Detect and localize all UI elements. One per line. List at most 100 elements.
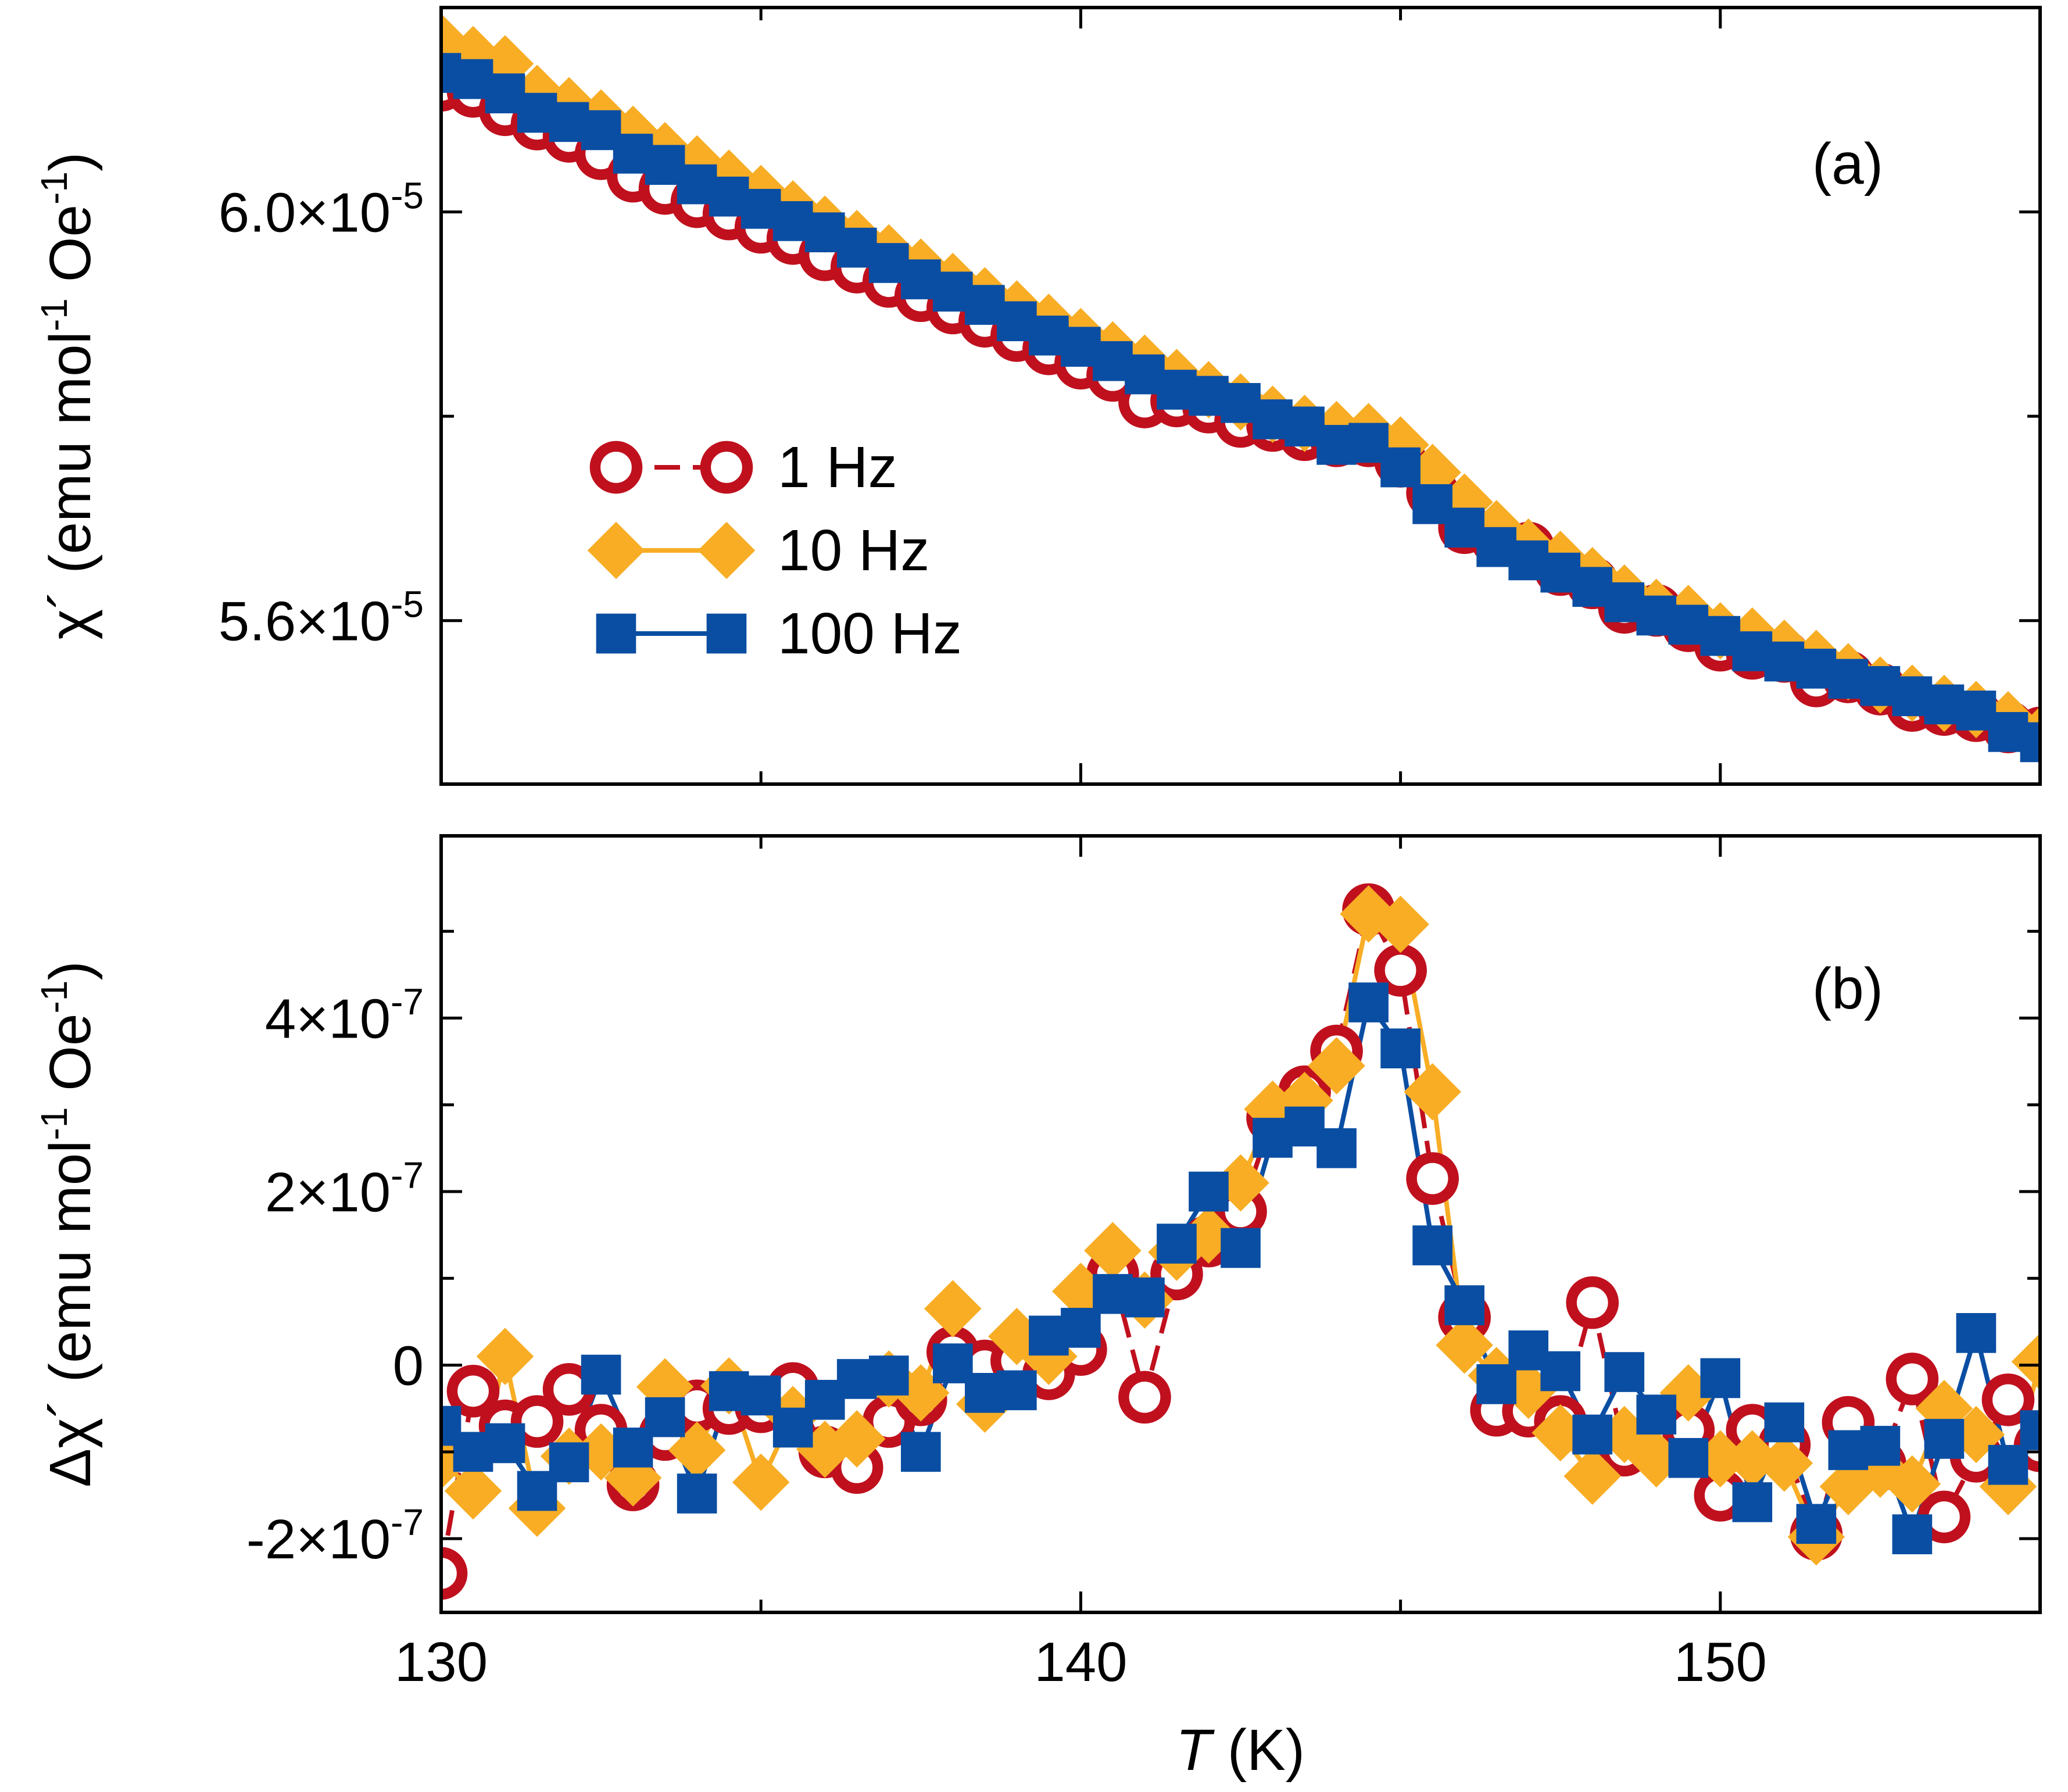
- panel-b-s100-point-31: [1412, 1225, 1452, 1265]
- panel-b-s10-point-10: [732, 1453, 790, 1511]
- panel-b: 130 140 150 4×10-7 2×10-7 0 -2×10-7 (b) Δχ´ (e…: [33, 834, 2042, 1783]
- legend-marker-right-s100-point-0: [706, 613, 747, 654]
- panel-a: 6.0×10-5 5.6×10-5 (a) χ´ (emu mol-1 Oe-1)…: [33, 6, 2042, 786]
- panel-b-s100-point-25: [1221, 1228, 1261, 1268]
- panel-b-s100-point-24: [1189, 1171, 1229, 1212]
- panel-a-frame: [439, 6, 2042, 786]
- panel-b-s100-point-29: [1348, 982, 1389, 1022]
- panel-b-s100-point-42: [1764, 1402, 1805, 1443]
- x-axis-title: T (K): [1176, 1718, 1305, 1783]
- panel-b-s100-point-30: [1380, 1028, 1421, 1069]
- panel-b-s1-point-22: [1118, 1371, 1171, 1424]
- panel-b-s10-point-44: [1819, 1458, 1877, 1515]
- panel-b-s1-point-31: [1406, 1152, 1459, 1205]
- panel-b-s100-point-22: [1125, 1277, 1165, 1318]
- legend-marker-left-s1-point-0: [589, 441, 643, 494]
- panel-b-s10-point-45: [1851, 1440, 1909, 1498]
- panel-b-s100-point-18: [997, 1370, 1037, 1411]
- panel-b-y-tick-label-1: 2×10-7: [265, 1154, 424, 1224]
- panel-b-s10-point-7: [636, 1358, 694, 1416]
- panel-b-s100-point-7: [645, 1397, 685, 1437]
- panel-b-s1-point-1: [446, 1365, 500, 1418]
- x-tick-label-1: 140: [1034, 1631, 1127, 1693]
- panel-b-s10-point-1: [444, 1462, 502, 1520]
- panel-b-s10-point-16: [924, 1280, 982, 1337]
- panel-b-s100-point-14: [868, 1355, 909, 1396]
- x-tick-label-2: 150: [1674, 1631, 1767, 1693]
- panel-b-s100-point-8: [677, 1473, 717, 1514]
- panel-b-s10-point-15: [892, 1364, 950, 1422]
- panel-b-y-axis-title: Δχ´ (emu mol-1 Oe-1): [33, 961, 103, 1487]
- panel-b-s1-point-46: [1885, 1353, 1939, 1405]
- panel-b-s10-point-49: [1979, 1458, 2037, 1515]
- panel-b-s100-point-4: [549, 1442, 589, 1483]
- panel-b-s10-point-18: [988, 1308, 1046, 1365]
- panel-b-s10-point-30: [1372, 895, 1429, 953]
- panel-b-series: [441, 883, 2040, 1600]
- panel-b-s10-point-32: [1436, 1316, 1493, 1374]
- panel-b-s10-point-46: [1883, 1455, 1941, 1513]
- panel-b-s10-point-29: [1340, 885, 1397, 943]
- panel-a-s100-point-30: [1380, 447, 1421, 488]
- panel-b-s100-point-40: [1700, 1358, 1741, 1398]
- panel-b-s100-point-38: [1636, 1394, 1677, 1435]
- legend-marker-right-s1-point-0: [700, 441, 753, 494]
- panel-b-frame: [439, 834, 2042, 1614]
- panel-b-s10-point-48: [1947, 1405, 2005, 1464]
- legend: 1 Hz 10 Hz 100 Hz: [587, 435, 962, 666]
- panel-b-s10-point-24: [1180, 1206, 1237, 1264]
- legend-label-s1: 1 Hz: [778, 435, 897, 500]
- panel-b-s1-point-49: [1981, 1373, 2035, 1426]
- panel-b-s10-point-50: [2011, 1333, 2040, 1390]
- legend-marker-left-s100-point-0: [596, 613, 636, 654]
- panel-b-s10-point-26: [1244, 1080, 1301, 1138]
- panel-b-s100-point-5: [581, 1354, 621, 1395]
- panel-b-s100-point-47: [1924, 1419, 1965, 1459]
- panel-b-s10-point-36: [1563, 1447, 1621, 1505]
- panel-b-s1-point-3: [510, 1395, 564, 1448]
- panel-b-y-tick-label-2: 0: [393, 1335, 424, 1397]
- panel-b-y-tick-label-0: 4×10-7: [265, 981, 424, 1050]
- panel-b-s100-point-46: [1892, 1514, 1933, 1554]
- panel-a-s100-point-50: [2020, 722, 2040, 763]
- panel-b-label: (b): [1812, 956, 1883, 1021]
- panel-b-s100-point-15: [900, 1432, 941, 1472]
- panel-b-s100-point-28: [1316, 1128, 1357, 1168]
- panel-b-s100-point-39: [1668, 1437, 1709, 1478]
- panel-a-y-tick-label-0: 6.0×10-5: [219, 175, 424, 244]
- panel-b-ticks: 130 140 150 4×10-7 2×10-7 0 -2×10-7: [246, 836, 2040, 1693]
- panel-b-s100-point-50: [2020, 1410, 2040, 1450]
- x-tick-label-0: 130: [395, 1631, 488, 1693]
- legend-marker-left-s10-point-0: [587, 521, 645, 580]
- panel-b-s10-point-13: [828, 1410, 886, 1468]
- panel-b-s100-point-37: [1604, 1352, 1645, 1392]
- legend-label-s100: 100 Hz: [778, 601, 962, 666]
- panel-a-series: [441, 13, 2040, 764]
- panel-b-y-tick-label-3: -2×10-7: [246, 1501, 424, 1571]
- panel-b-s10-point-28: [1308, 1037, 1365, 1094]
- panel-b-s100-markers: [441, 982, 2040, 1554]
- panel-b-s100-point-45: [1860, 1426, 1901, 1466]
- panel-b-s10-point-42: [1755, 1434, 1813, 1492]
- panel-a-label: (a): [1812, 131, 1883, 196]
- legend-marker-right-s10-point-0: [697, 521, 756, 580]
- panel-b-s100-point-20: [1061, 1308, 1101, 1348]
- panel-b-s10-point-12: [796, 1421, 854, 1478]
- panel-b-s100-point-49: [1988, 1444, 2028, 1485]
- panel-b-s100-point-43: [1796, 1504, 1837, 1544]
- panel-b-s1-point-0: [441, 1547, 468, 1600]
- panel-a-s100-markers: [441, 53, 2040, 763]
- panel-b-s100-point-36: [1572, 1414, 1613, 1455]
- panel-b-s10-point-2: [476, 1328, 534, 1385]
- panel-b-s100-point-2: [485, 1423, 525, 1464]
- panel-b-s10-point-27: [1276, 1072, 1333, 1129]
- panel-b-s100-point-32: [1444, 1285, 1484, 1325]
- panel-b-s10-point-31: [1404, 1063, 1461, 1121]
- panel-b-s100-point-33: [1476, 1364, 1516, 1404]
- panel-b-s100-point-23: [1157, 1224, 1197, 1264]
- panel-b-s100-point-48: [1956, 1313, 1997, 1353]
- panel-b-s10-point-21: [1084, 1222, 1142, 1279]
- panel-b-s100-point-41: [1732, 1482, 1773, 1522]
- legend-label-s10: 10 Hz: [778, 518, 929, 583]
